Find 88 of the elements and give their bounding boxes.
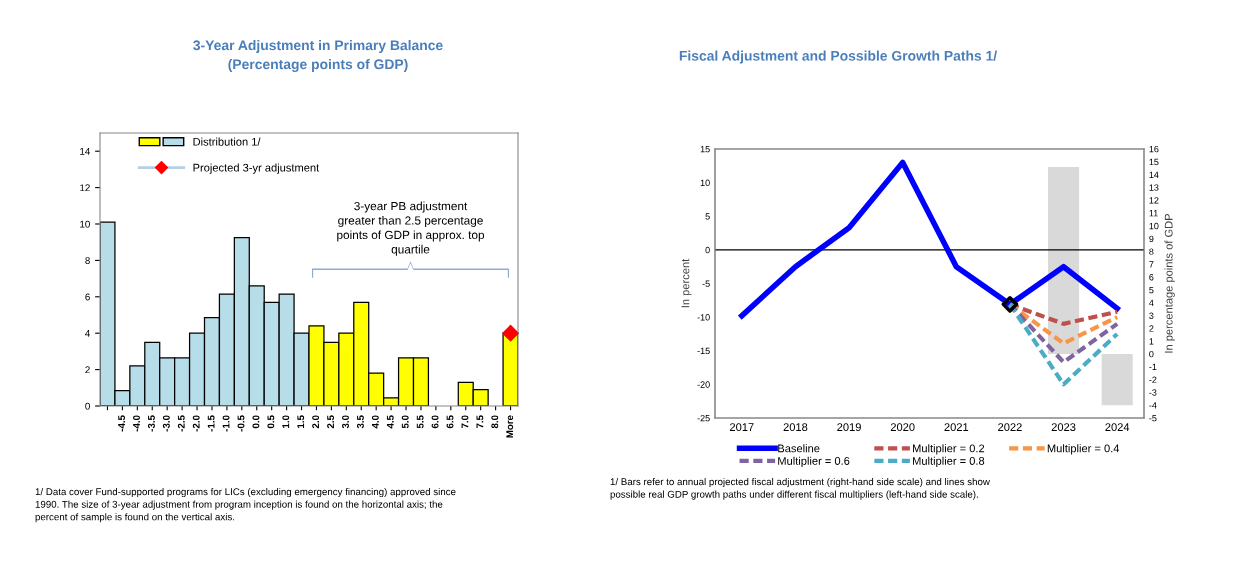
y-tick-label: 12 <box>80 184 90 192</box>
y-tick-label: 2 <box>85 366 90 374</box>
x-tick-label: 4.0 <box>371 415 379 429</box>
x-tick-label: 0.0 <box>252 415 260 429</box>
y-tick-label: 4 <box>85 330 90 337</box>
x-tick-label: 3.5 <box>356 415 364 429</box>
x-tick-label: 7.0 <box>461 415 469 429</box>
y2-tick-label: -3 <box>1149 389 1157 396</box>
y2-tick-label: -4 <box>1149 402 1157 409</box>
x-tick-label: 2021 <box>944 423 969 432</box>
chart-title: 3-Year Adjustment in Primary Balance (Percentage points of GDP) <box>193 40 443 72</box>
y2-tick-label: -5 <box>1149 415 1157 422</box>
y-tick-label: -25 <box>697 414 710 422</box>
x-tick-label: 1.0 <box>282 415 290 428</box>
x-tick-label: 2022 <box>998 423 1022 432</box>
y2-tick-label: 10 <box>1149 222 1159 230</box>
y2-tick-label: 12 <box>1149 197 1159 204</box>
y-tick-label: 10 <box>700 179 710 186</box>
y-tick-label: 5 <box>705 213 710 220</box>
x-tick-label: -1.0 <box>222 415 230 432</box>
y-tick-label: -20 <box>697 381 710 388</box>
y-tick-label: 15 <box>700 146 710 153</box>
y-tick-label: 0 <box>705 246 710 254</box>
x-tick-label: -3.0 <box>162 415 170 432</box>
x-tick-label: 6.5 <box>446 415 454 429</box>
x-tick-label: 2019 <box>837 423 861 432</box>
x-tick-label: 2018 <box>783 423 808 432</box>
y2-tick-label: 7 <box>1149 261 1154 268</box>
y-tick-label: -10 <box>697 314 710 321</box>
y-tick-label: 14 <box>80 148 90 155</box>
legend-label: Multiplier = 0.6 <box>778 456 850 468</box>
legend-label: Projected 3-yr adjustment <box>193 163 320 174</box>
x-tick-label: -2.5 <box>177 415 185 432</box>
x-tick-label: 2020 <box>890 423 915 432</box>
x-tick-label: -3.5 <box>147 415 155 432</box>
x-tick-label: 0.5 <box>267 415 275 429</box>
y2-tick-label: 0 <box>1149 350 1154 358</box>
y2-tick-label: 6 <box>1149 274 1154 281</box>
legend-label: Multiplier = 0.8 <box>913 456 985 468</box>
x-tick-label: 2.5 <box>327 415 334 429</box>
x-tick-label: -0.5 <box>237 415 245 432</box>
x-tick-label: 5.5 <box>416 415 424 429</box>
y2-tick-label: 15 <box>1149 158 1159 166</box>
annotation: 3-year PB adjustment greater than 2.5 percentage points of GDP in approx. top quartile <box>337 201 485 256</box>
y2-tick-label: 4 <box>1149 299 1154 306</box>
text: 1/ Data cover Fund-supported programs for LICs (excluding emergency financing) approved since 1990. The size of 3-year adjustment from program inception is found on the horizontal axis; the percent of sample is found on the vertical axis. <box>35 488 456 523</box>
y-tick-label: 8 <box>85 257 90 265</box>
x-tick-label: More <box>506 415 514 438</box>
y2-axis-title: In percentage points of GDP <box>1164 213 1175 353</box>
y2-tick-label: 13 <box>1149 184 1159 191</box>
x-tick-label: 2017 <box>730 423 754 432</box>
x-tick-label: 2023 <box>1051 423 1076 432</box>
y2-tick-label: 1 <box>1149 338 1154 345</box>
legend-label: Multiplier = 0.4 <box>1047 444 1120 455</box>
y-tick-label: 10 <box>80 220 90 228</box>
y-tick-label: -5 <box>702 280 710 287</box>
x-tick-label: 8.0 <box>491 415 499 429</box>
y-tick-label: -15 <box>697 347 710 355</box>
x-tick-label: 1.5 <box>297 415 305 428</box>
x-tick-label: 7.5 <box>476 415 484 429</box>
x-tick-label: 5.0 <box>401 415 409 429</box>
text: 1/ Bars refer to annual projected fiscal adjustment (right-hand side scale) and lines show possible real GDP growth paths under different fiscal multipliers (left-hand side scale). <box>610 478 990 500</box>
x-tick-label: 2024 <box>1105 423 1130 432</box>
x-tick-label: 6.0 <box>431 415 439 429</box>
x-tick-label: -1.5 <box>207 415 215 432</box>
x-tick-label: -4.0 <box>133 415 140 432</box>
y2-tick-label: 3 <box>1149 312 1154 319</box>
y-axis-title: In percent <box>681 258 692 308</box>
x-tick-label: 2.0 <box>312 415 320 429</box>
y2-tick-label: 9 <box>1149 235 1154 243</box>
y2-tick-label: 16 <box>1149 145 1159 153</box>
x-tick-label: -4.5 <box>118 415 125 432</box>
x-tick-label: -2.0 <box>192 415 200 432</box>
y2-tick-label: 2 <box>1149 325 1154 332</box>
y2-tick-label: 8 <box>1149 248 1154 255</box>
legend-label: Distribution 1/ <box>193 137 261 146</box>
y-tick-label: 0 <box>85 402 90 410</box>
y2-tick-label: -2 <box>1149 376 1157 383</box>
x-tick-label: 3.0 <box>342 415 349 429</box>
y2-tick-label: 11 <box>1149 210 1158 217</box>
y2-tick-label: 5 <box>1149 286 1154 294</box>
y2-tick-label: -1 <box>1149 363 1157 371</box>
legend-label: Multiplier = 0.2 <box>913 444 985 455</box>
legend-label: Baseline <box>778 444 820 453</box>
y-tick-label: 6 <box>85 293 90 301</box>
chart-title: Fiscal Adjustment and Possible Growth Paths 1/ <box>679 50 997 64</box>
x-tick-label: 4.5 <box>386 415 394 429</box>
y2-tick-label: 14 <box>1149 171 1159 178</box>
